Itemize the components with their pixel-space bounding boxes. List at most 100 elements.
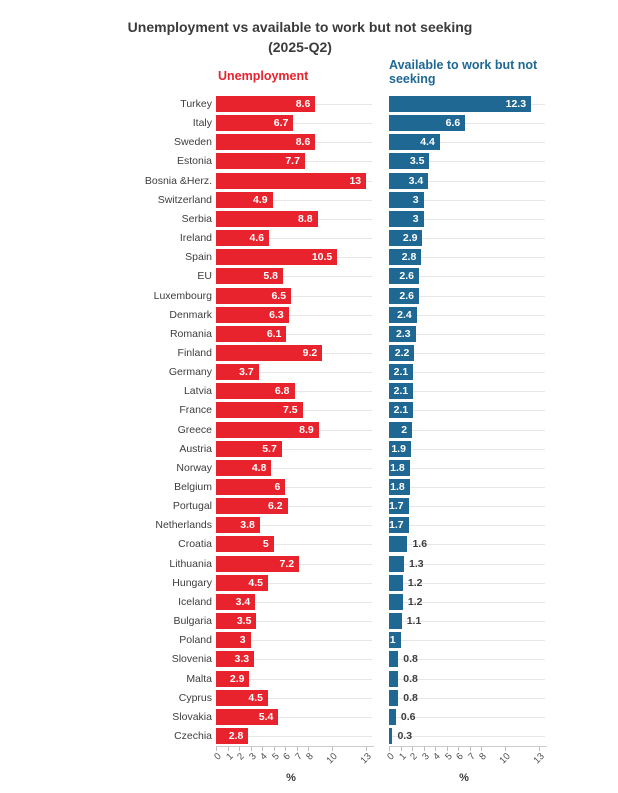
x-axis-tick	[481, 747, 483, 751]
bar	[216, 727, 249, 744]
bar	[216, 593, 256, 610]
chart-title: Unemployment vs available to work but no…	[0, 17, 600, 57]
x-axis-tick	[308, 747, 310, 751]
x-axis-tick	[423, 747, 425, 751]
bar	[389, 153, 430, 170]
bar	[389, 421, 413, 438]
bar	[216, 708, 279, 725]
row-gridline	[216, 506, 372, 508]
row-gridline	[389, 544, 545, 546]
bar-value-label: 1.8	[390, 461, 405, 474]
bar	[389, 306, 417, 323]
x-axis-tick	[239, 747, 241, 751]
country-label: Croatia	[178, 538, 212, 551]
bar	[216, 536, 274, 553]
bar-value-label: 7.7	[285, 155, 300, 168]
bar-value-label: 3.4	[235, 595, 251, 608]
row-gridline	[216, 295, 372, 297]
x-axis-tick	[539, 747, 541, 751]
country-label: Ireland	[179, 232, 212, 245]
country-label: Greece	[177, 423, 212, 436]
bar	[389, 191, 424, 208]
row-gridline	[216, 123, 372, 125]
row-gridline	[389, 563, 545, 565]
country-label: Sweden	[174, 136, 212, 149]
bar-value-label: 5.7	[262, 442, 277, 455]
bar	[389, 613, 402, 630]
row-gridline	[216, 448, 372, 450]
bar-value-label: 0.6	[400, 710, 416, 723]
bar	[216, 574, 268, 591]
bar-value-label: 4.4	[420, 136, 435, 149]
bar-value-label: 2.4	[397, 308, 412, 321]
bar	[389, 479, 410, 495]
bar	[216, 115, 294, 132]
bar	[216, 498, 288, 515]
bar-value-label: 2.2	[394, 346, 410, 359]
row-gridline	[216, 582, 372, 584]
bar	[216, 325, 287, 342]
bar-value-label: 12.3	[505, 98, 527, 110]
bar	[389, 574, 403, 591]
x-axis-tick	[227, 747, 229, 751]
row-gridline	[389, 659, 545, 661]
bar-value-label: 1.2	[407, 576, 423, 589]
country-label: Finland	[177, 346, 212, 359]
row-gridline	[389, 199, 545, 201]
bar-value-label: 1.7	[389, 519, 404, 532]
bar	[389, 325, 416, 342]
bar	[389, 670, 399, 687]
bar-value-label: 4.5	[248, 691, 263, 704]
bar-value-label: 0.8	[403, 672, 418, 685]
x-axis-tick	[331, 747, 333, 751]
bar-value-label: 8.9	[299, 423, 314, 436]
country-label: Iceland	[178, 595, 212, 608]
bar	[389, 555, 404, 572]
bar-value-label: 2.8	[228, 729, 244, 742]
bar	[216, 632, 251, 649]
bar	[389, 689, 399, 706]
bar-value-label: 9.2	[302, 346, 318, 359]
bar-value-label: 8.6	[295, 98, 311, 110]
row-gridline	[216, 716, 372, 718]
bar	[216, 383, 295, 400]
x-axis-tick	[262, 747, 264, 751]
row-gridline	[389, 257, 545, 259]
bar	[216, 402, 303, 419]
bar	[216, 153, 305, 170]
country-label: Switzerland	[157, 193, 212, 206]
country-label: Austria	[179, 442, 212, 455]
x-axis-tick	[285, 747, 287, 751]
x-axis-line	[389, 746, 547, 747]
x-axis-tick	[216, 747, 217, 751]
row-gridline	[216, 640, 372, 642]
row-gridline	[389, 506, 545, 508]
x-axis-tick	[400, 747, 402, 751]
bar	[216, 268, 283, 285]
bar	[216, 287, 292, 304]
country-label: Norway	[176, 461, 212, 474]
bar-value-label: 0.8	[403, 653, 418, 666]
bar	[216, 421, 319, 438]
bar	[216, 459, 272, 476]
country-label: Poland	[179, 634, 212, 647]
panel-header-unemployment: Unemployment	[218, 69, 309, 83]
bar-value-label: 1.9	[391, 442, 406, 455]
row-gridline	[216, 372, 372, 374]
bar-value-label: 2.1	[393, 385, 409, 398]
row-gridline	[216, 238, 372, 240]
country-label: Serbia	[181, 212, 212, 225]
x-axis-label: %	[286, 772, 296, 784]
row-gridline	[389, 372, 545, 374]
chart-title-line2: (2025-Q2)	[268, 39, 332, 55]
panel-header-available: Available to work but not seeking	[389, 58, 538, 86]
x-axis-tick	[250, 747, 252, 751]
bar	[389, 344, 415, 361]
bar	[389, 364, 414, 381]
bar-value-label: 10.5	[311, 251, 333, 264]
bar	[389, 459, 410, 476]
x-axis-tick	[504, 747, 506, 751]
country-label: Luxembourg	[153, 289, 212, 302]
bar	[216, 670, 250, 687]
